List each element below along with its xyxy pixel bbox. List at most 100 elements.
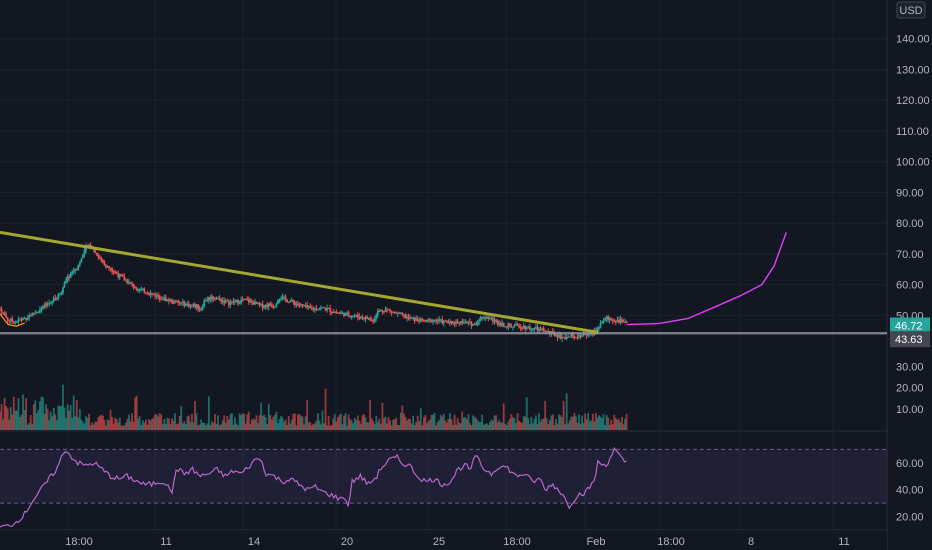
- volume-bar: [191, 413, 193, 430]
- volume-bar: [103, 419, 106, 430]
- candle-body: [313, 308, 316, 310]
- candle-body: [197, 304, 200, 309]
- volume-bar: [238, 413, 241, 430]
- candle-body: [604, 319, 606, 321]
- candle-body: [62, 287, 64, 293]
- candle-body: [535, 327, 537, 329]
- candle-body: [307, 306, 310, 308]
- candle-body: [98, 256, 101, 259]
- candle-body: [370, 320, 373, 322]
- volume-bar: [57, 405, 60, 430]
- candle-body: [108, 266, 110, 268]
- volume-bar: [149, 420, 152, 430]
- volume-bar: [611, 424, 614, 430]
- volume-bar: [510, 414, 513, 430]
- volume-bar: [386, 423, 388, 430]
- volume-bar: [436, 421, 439, 430]
- candle-body: [63, 282, 66, 288]
- volume-bar: [180, 405, 183, 430]
- candle-body: [255, 301, 258, 304]
- volume-bar: [108, 420, 110, 430]
- volume-bar: [536, 424, 539, 430]
- candle-body: [335, 311, 338, 313]
- volume-bar: [105, 425, 107, 430]
- volume-bar: [608, 424, 611, 430]
- candlesticks: [0, 242, 628, 343]
- candle-body: [57, 294, 60, 299]
- volume-bar: [252, 418, 255, 430]
- candle-body: [246, 298, 249, 300]
- candle-body: [227, 300, 230, 305]
- volume-bar: [427, 421, 430, 430]
- volume-bar: [545, 418, 548, 430]
- candle-body: [45, 303, 47, 307]
- candle-body: [340, 312, 342, 314]
- candle-body: [338, 312, 341, 314]
- volume-bar: [19, 417, 21, 430]
- volume-bar: [197, 425, 200, 430]
- candle-body: [622, 321, 625, 323]
- volume-bar: [490, 419, 493, 430]
- volume-bar: [516, 413, 519, 430]
- volume-bar: [602, 414, 605, 430]
- volume-bar: [513, 418, 516, 430]
- volume-bar: [137, 418, 140, 430]
- candle-body: [46, 303, 49, 305]
- candle-body: [496, 320, 499, 325]
- candle-body: [490, 317, 493, 319]
- volume-bar: [407, 418, 410, 430]
- candle-body: [207, 297, 210, 301]
- volume-bar: [616, 419, 619, 430]
- candle-body: [578, 335, 580, 338]
- volume-bar: [175, 424, 178, 430]
- volume-bar: [68, 410, 71, 430]
- price-tick-label: 120.00: [896, 95, 930, 107]
- candle-body: [392, 312, 395, 314]
- volume-bar: [539, 421, 542, 430]
- price-axis[interactable]: USD 140.00 130.00 120.00 110.00 100.00 90.00 80…: [888, 0, 932, 550]
- candle-body: [80, 258, 83, 263]
- volume-tick-label: 10.00: [896, 404, 924, 416]
- candle-body: [220, 298, 223, 302]
- volume-bar: [264, 417, 267, 430]
- volume-bar: [301, 416, 304, 430]
- volume-bar: [525, 397, 528, 430]
- candle-body: [564, 337, 567, 340]
- candle-body: [401, 313, 404, 315]
- candle-body: [2, 312, 4, 314]
- candle-body: [570, 334, 573, 337]
- candle-body: [244, 298, 247, 300]
- volume-bar: [207, 396, 210, 430]
- candle-body: [250, 300, 253, 303]
- volume-bar: [278, 419, 281, 430]
- volume-bar: [522, 416, 525, 430]
- candle-body: [105, 265, 107, 268]
- volume-bar: [240, 414, 243, 430]
- volume-bar: [85, 416, 87, 430]
- candle-body: [327, 308, 330, 310]
- candle-body: [164, 297, 167, 302]
- candle-body: [149, 293, 152, 295]
- candle-body: [226, 300, 229, 302]
- volume-bar: [502, 403, 505, 430]
- candle-body: [426, 319, 428, 322]
- time-tick-label: 11: [160, 536, 171, 548]
- volume-bar: [17, 398, 20, 430]
- candle-body: [306, 305, 309, 308]
- volume-bar: [464, 417, 467, 430]
- candle-body: [349, 315, 352, 317]
- price-tick-label: 90.00: [896, 187, 924, 199]
- volume-bar: [6, 408, 9, 430]
- time-axis[interactable]: 18:00 11 14 20 25 18:00 Feb 18:00 8 11: [0, 531, 887, 550]
- candle-body: [83, 250, 86, 255]
- volume-bar: [86, 417, 89, 430]
- volume-bar: [126, 418, 129, 430]
- volume-bar: [58, 406, 61, 430]
- candle-body: [619, 319, 622, 323]
- volume-bar: [206, 423, 209, 430]
- volume-bar: [607, 417, 610, 430]
- volume-bar: [77, 417, 80, 430]
- candle-body: [287, 302, 290, 304]
- candle-body: [561, 337, 563, 339]
